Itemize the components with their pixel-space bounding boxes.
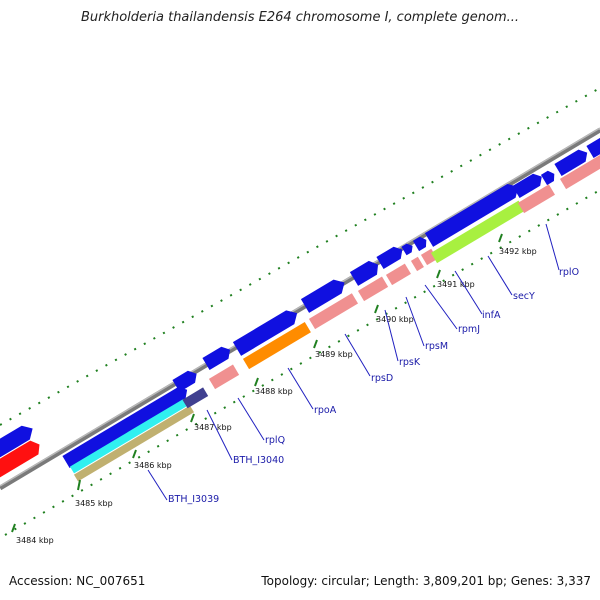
leader-line (454, 270, 483, 315)
gene-label[interactable]: BTH_I3039 (168, 494, 219, 505)
gene-arrow[interactable] (202, 344, 233, 371)
gene-arrow[interactable] (376, 244, 406, 270)
gene-arrow[interactable] (401, 242, 415, 256)
kbp-label: 3487 kbp (194, 423, 232, 432)
dotted-guide-upper (0, 87, 600, 426)
gene-block[interactable] (385, 263, 411, 286)
gene-arrow[interactable] (349, 258, 382, 286)
gene-arrow[interactable] (554, 147, 590, 177)
gene-label[interactable]: BTH_I3040 (233, 455, 284, 466)
gene-block[interactable] (559, 153, 600, 190)
gene-arrow[interactable] (512, 171, 545, 199)
gene-block[interactable] (208, 364, 240, 390)
genome-backbone-highlight (0, 127, 600, 487)
kbp-tick (132, 449, 137, 459)
kbp-label: 3489 kbp (315, 350, 353, 359)
kbp-label: 3485 kbp (75, 499, 113, 508)
gene-block[interactable] (357, 276, 389, 302)
gene-label[interactable]: rpmJ (458, 324, 480, 335)
leader-line (405, 296, 425, 347)
gene-label[interactable]: rpsK (399, 357, 421, 368)
kbp-label: 3488 kbp (255, 387, 293, 396)
gene-arrow[interactable] (586, 133, 600, 159)
gene-arrow[interactable] (300, 276, 349, 313)
gene-block[interactable] (410, 256, 424, 272)
kbp-tick (190, 413, 195, 423)
leader-line (344, 333, 371, 377)
kbp-tick (77, 479, 81, 491)
gene-label[interactable]: rplO (559, 267, 579, 278)
gene-block[interactable] (517, 184, 555, 214)
gene-arrow[interactable] (172, 368, 200, 393)
gene-arrow[interactable] (424, 180, 523, 247)
kbp-label: 3491 kbp (437, 280, 475, 289)
gene-label[interactable]: rplQ (265, 435, 285, 446)
summary-label: Topology: circular; Length: 3,809,201 bp… (261, 574, 591, 588)
leader-line (206, 409, 233, 461)
gene-block[interactable] (430, 200, 525, 264)
kbp-tick (436, 269, 441, 279)
gene-block[interactable] (73, 405, 195, 482)
gene-arrow[interactable] (62, 384, 190, 469)
gene-label-leaders (147, 223, 560, 501)
dotted-guide-lower (4, 189, 600, 536)
gene-arrow[interactable] (540, 169, 557, 186)
gene-labels: BTH_I3039 BTH_I3040 rplQ rpoA rpsD rpsK … (168, 267, 579, 505)
kbp-tick (313, 339, 318, 349)
accession-label: Accession: NC_007651 (9, 574, 146, 588)
kbp-label: 3490 kbp (376, 315, 414, 324)
kbp-scale: 3484 kbp 3485 kbp 3486 kbp 3487 kbp 3488… (11, 233, 537, 545)
gene-block[interactable] (308, 293, 359, 330)
gene-label[interactable]: rpsM (425, 341, 448, 352)
kbp-label: 3486 kbp (134, 461, 172, 470)
gene-track (0, 133, 600, 496)
leader-line (237, 397, 265, 441)
genome-backbone (0, 127, 600, 491)
gene-arrow[interactable] (232, 306, 301, 356)
gene-arrow[interactable] (0, 422, 37, 476)
kbp-tick (498, 233, 503, 243)
gene-arrow[interactable] (0, 438, 44, 496)
gene-block[interactable] (182, 387, 209, 409)
gene-arrow[interactable] (412, 235, 429, 252)
gene-label[interactable]: rpoA (314, 405, 337, 416)
kbp-label: 3492 kbp (499, 247, 537, 256)
gene-block[interactable] (69, 398, 188, 474)
gene-label[interactable]: secY (513, 291, 535, 302)
page-title: Burkholderia thailandensis E264 chromoso… (80, 10, 520, 25)
kbp-tick (374, 304, 379, 314)
leader-line (384, 309, 399, 362)
kbp-tick (254, 377, 259, 387)
leader-line (487, 255, 513, 296)
leader-line (287, 367, 314, 410)
kbp-tick (11, 523, 16, 533)
gene-label[interactable]: rpsD (371, 373, 393, 384)
leader-line (424, 284, 458, 330)
gene-label[interactable]: infA (482, 310, 501, 321)
leader-line (545, 223, 560, 271)
gene-block[interactable] (242, 321, 311, 370)
leader-line (147, 469, 168, 501)
kbp-label: 3484 kbp (16, 536, 54, 545)
